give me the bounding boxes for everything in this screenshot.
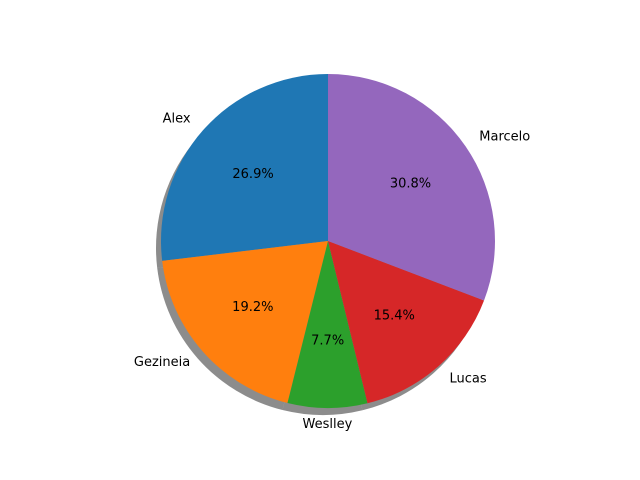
- slice-alex: [160, 74, 328, 261]
- slice-lucas: [328, 241, 485, 404]
- slice-label-alex: Alex: [163, 112, 191, 127]
- pie-slices: [160, 74, 495, 408]
- slice-label-marcelo: Marcelo: [479, 129, 530, 144]
- slice-label-lucas: Lucas: [449, 371, 486, 386]
- slice-marcelo: [328, 74, 495, 301]
- slice-percent-marcelo: 30.8%: [390, 177, 431, 192]
- slice-percent-weslley: 7.7%: [311, 334, 344, 349]
- slice-percent-gezineia: 19.2%: [232, 300, 273, 315]
- pie-labels: Alex 26.9% Gezineia 19.2% Weslley 7.7% Lucas 15…: [134, 112, 530, 433]
- slice-percent-alex: 26.9%: [232, 167, 273, 182]
- slice-label-gezineia: Gezineia: [134, 355, 190, 370]
- slice-percent-lucas: 15.4%: [374, 309, 415, 324]
- slice-gezineia: [162, 241, 328, 404]
- slice-weslley: [287, 241, 368, 408]
- slice-label-weslley: Weslley: [303, 417, 353, 432]
